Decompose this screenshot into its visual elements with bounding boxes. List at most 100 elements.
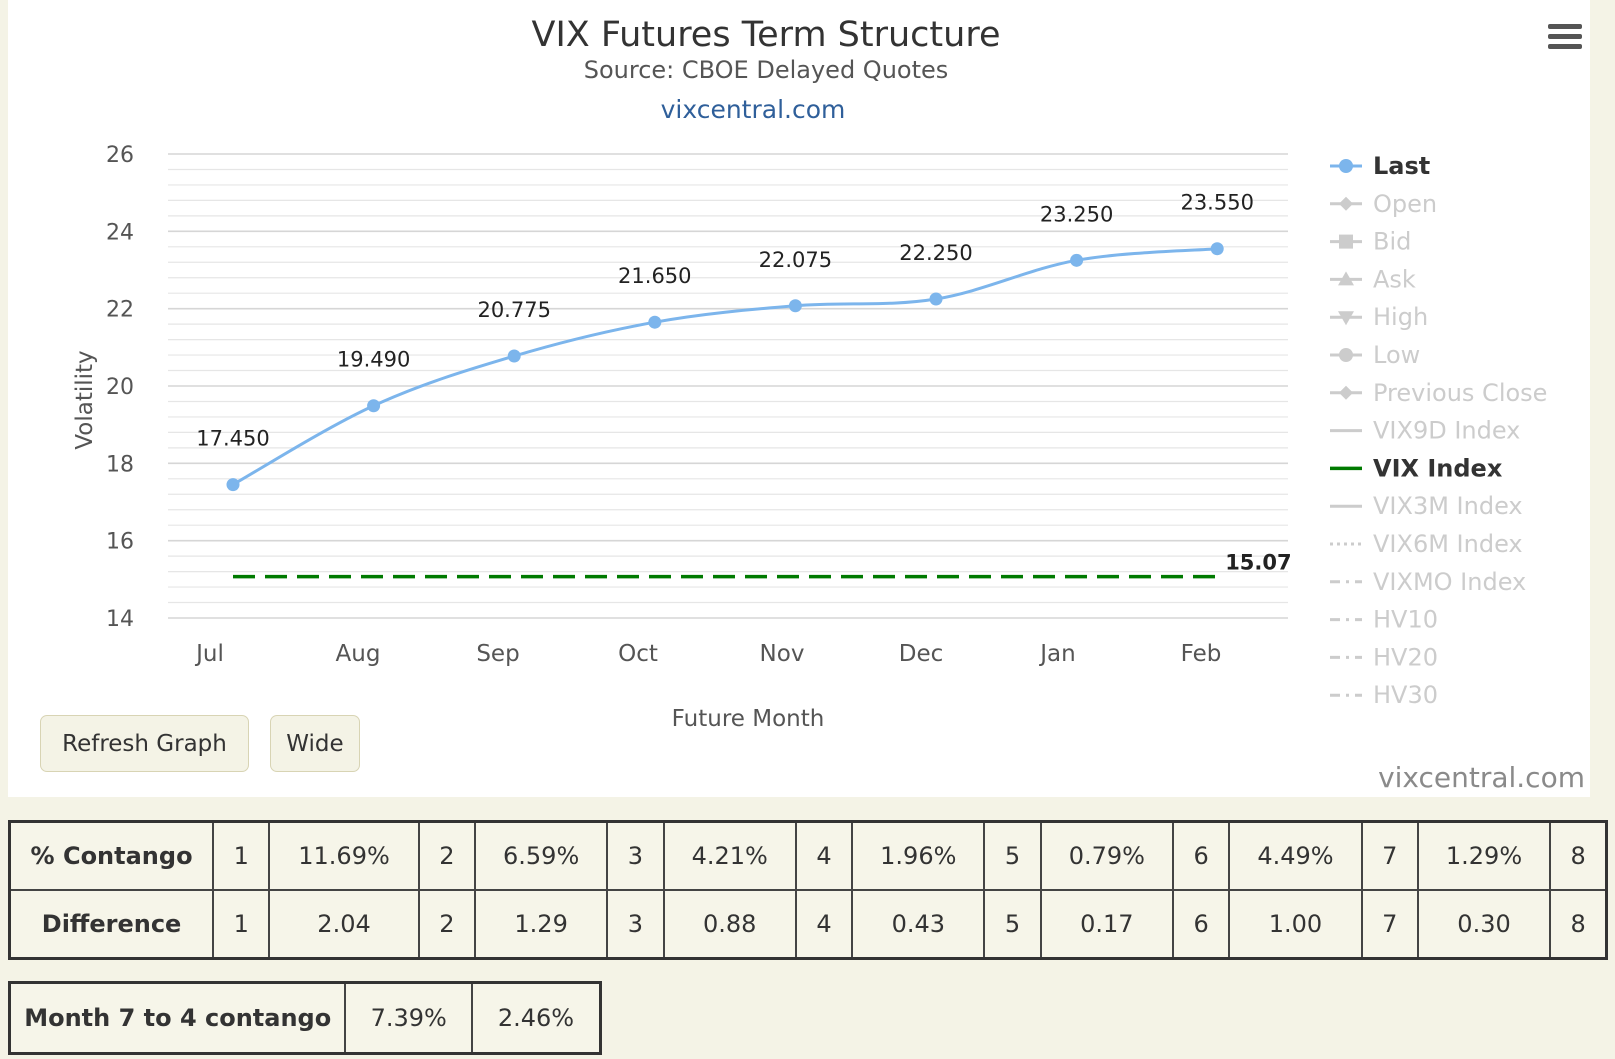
- value-cell: 4.21%: [662, 820, 797, 891]
- legend-item[interactable]: Bid: [1330, 228, 1411, 256]
- legend-label: VIXMO Index: [1373, 568, 1526, 596]
- refresh-graph-button[interactable]: Refresh Graph: [40, 715, 249, 772]
- legend-item[interactable]: Last: [1330, 152, 1430, 180]
- legend-circle-marker: [1339, 159, 1353, 173]
- chart-title: VIX Futures Term Structure: [532, 15, 1001, 55]
- legend-label: Previous Close: [1373, 379, 1547, 407]
- month-number-cell: 4: [794, 820, 854, 891]
- legend-item[interactable]: HV30: [1330, 681, 1438, 709]
- chart-legend: Last Open Bid Ask High Low Previous Close VIX9D…: [1330, 152, 1547, 709]
- value-cell: 0.79%: [1039, 820, 1175, 891]
- menu-icon[interactable]: [1548, 24, 1582, 58]
- data-point: [507, 349, 521, 363]
- value-cell: 1.96%: [851, 820, 986, 891]
- value-cell: 0.43: [851, 889, 986, 960]
- value-cell: 6.59%: [473, 820, 609, 891]
- legend-triangle-marker: [1338, 271, 1354, 286]
- data-label: 22.075: [759, 248, 832, 272]
- legend-item[interactable]: Open: [1330, 190, 1437, 218]
- legend-item[interactable]: VIX9D Index: [1330, 417, 1520, 445]
- x-tick-label: Jul: [194, 641, 224, 667]
- legend-label: HV30: [1373, 681, 1438, 709]
- legend-item[interactable]: VIX Index: [1330, 454, 1503, 482]
- value-cell: 11.69%: [268, 820, 420, 891]
- x-tick-label: Nov: [760, 641, 805, 667]
- month-number-cell: 7: [1360, 820, 1419, 891]
- month-number-cell: 8: [1549, 889, 1608, 960]
- x-axis-title: Future Month: [672, 706, 825, 732]
- month-number-cell: 1: [212, 889, 271, 960]
- legend-label: VIX9D Index: [1373, 417, 1520, 445]
- legend-item[interactable]: VIX3M Index: [1330, 492, 1523, 520]
- value-cell: 1.00: [1228, 889, 1363, 960]
- data-point: [367, 399, 381, 413]
- data-label: 20.775: [477, 298, 550, 322]
- legend-label: HV10: [1373, 606, 1438, 634]
- chart-credits[interactable]: vixcentral.com: [1378, 761, 1585, 794]
- month-7-to-4-table: Month 7 to 4 contango 7.39% 2.46%: [8, 981, 602, 1055]
- legend-item[interactable]: HV10: [1330, 606, 1438, 634]
- legend-item[interactable]: Ask: [1330, 265, 1416, 293]
- legend-label: Open: [1373, 190, 1437, 218]
- x-tick-label: Sep: [476, 641, 519, 667]
- legend-label: VIX Index: [1373, 454, 1503, 482]
- month-number-cell: 1: [212, 820, 271, 891]
- legend-item[interactable]: VIXMO Index: [1330, 568, 1526, 596]
- data-label: 19.490: [337, 348, 410, 372]
- legend-item[interactable]: High: [1330, 303, 1428, 331]
- legend-triangle-down-marker: [1338, 311, 1354, 326]
- x-tick-label: Dec: [899, 641, 944, 667]
- x-tick-label: Feb: [1181, 641, 1222, 667]
- month-7-to-4-label: Month 7 to 4 contango: [8, 981, 347, 1055]
- month-7-to-4-diff: 2.46%: [470, 981, 602, 1055]
- data-label: 22.250: [899, 241, 972, 265]
- y-axis-title: Volatility: [72, 350, 98, 449]
- data-point: [929, 292, 943, 306]
- month-number-cell: 2: [417, 820, 476, 891]
- y-tick-label: 20: [106, 375, 134, 400]
- data-point: [226, 478, 240, 492]
- legend-label: Low: [1373, 341, 1420, 369]
- month-number-cell: 3: [606, 889, 665, 960]
- month-number-cell: 3: [606, 820, 665, 891]
- chart-subtitle: Source: CBOE Delayed Quotes: [584, 56, 949, 84]
- value-cell: 4.49%: [1228, 820, 1363, 891]
- legend-diamond-marker: [1339, 385, 1353, 400]
- legend-item[interactable]: Previous Close: [1330, 379, 1547, 407]
- legend-item[interactable]: VIX6M Index: [1330, 530, 1523, 558]
- legend-square-marker: [1339, 234, 1353, 249]
- month-number-cell: 4: [794, 889, 854, 960]
- month-number-cell: 2: [417, 889, 476, 960]
- data-label: 21.650: [618, 264, 691, 288]
- legend-label: Bid: [1373, 228, 1411, 256]
- chart-link[interactable]: vixcentral.com: [661, 95, 846, 124]
- value-cell: 2.04: [268, 889, 420, 960]
- value-cell: 0.88: [662, 889, 797, 960]
- month-number-cell: 6: [1172, 820, 1231, 891]
- data-label: 23.550: [1180, 191, 1253, 215]
- value-cell: 1.29: [473, 889, 609, 960]
- data-label: 17.450: [196, 427, 269, 451]
- y-tick-label: 16: [106, 530, 134, 555]
- grid-lines: [168, 153, 1288, 619]
- table-row: % Contango 1 11.69% 2 6.59% 3 4.21% 4 1.96% 5 0.79…: [8, 820, 1608, 891]
- value-cell: 0.30: [1416, 889, 1552, 960]
- legend-label: Ask: [1373, 265, 1416, 293]
- x-tick-label: Oct: [618, 641, 658, 667]
- data-point: [788, 299, 802, 313]
- wide-button[interactable]: Wide: [270, 715, 360, 772]
- legend-item[interactable]: Low: [1330, 341, 1420, 369]
- value-cell: 0.17: [1039, 889, 1175, 960]
- month-number-cell: 5: [983, 889, 1042, 960]
- data-point: [1070, 253, 1084, 267]
- chart-panel: VIX Futures Term Structure Source: CBOE …: [8, 0, 1590, 797]
- legend-diamond-marker: [1339, 196, 1353, 211]
- last-series-line: [232, 247, 1218, 486]
- legend-circle-marker: [1339, 348, 1353, 362]
- data-point: [1210, 242, 1224, 256]
- y-tick-label: 14: [106, 607, 134, 632]
- legend-item[interactable]: HV20: [1330, 643, 1438, 671]
- data-label: 23.250: [1040, 202, 1113, 226]
- legend-label: VIX3M Index: [1373, 492, 1523, 520]
- y-axis-ticks: 14 16 18 20 22 24 26: [106, 143, 134, 632]
